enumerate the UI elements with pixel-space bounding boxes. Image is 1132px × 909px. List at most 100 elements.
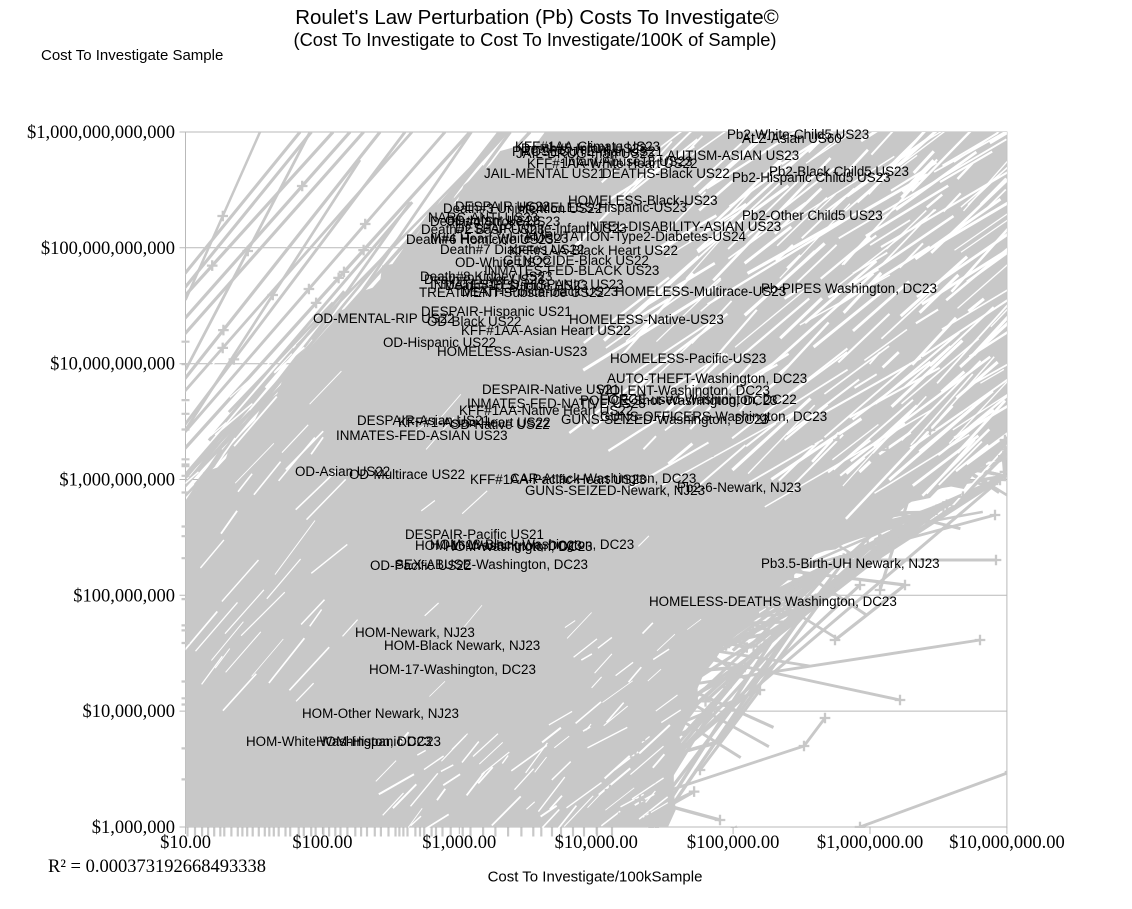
svg-text:DEATHS-Black US22: DEATHS-Black US22 [602, 166, 730, 181]
svg-text:HOM-18-Black-Washington, DC23: HOM-18-Black-Washington, DC23 [430, 537, 634, 552]
svg-text:INMATES-FED-BLACK US23: INMATES-FED-BLACK US23 [484, 263, 659, 278]
svg-text:ALZ-Asian US60: ALZ-Asian US60 [742, 131, 842, 146]
svg-text:HOMELESS-Hispanic-US23: HOMELESS-Hispanic-US23 [519, 200, 687, 215]
svg-text:HOMELESS-Pacific-US23: HOMELESS-Pacific-US23 [610, 351, 766, 366]
svg-text:KFF#1AA-Pacific-Heart US23: KFF#1AA-Pacific-Heart US23 [470, 472, 646, 487]
svg-text:Death#5-Infant US23: Death#5-Infant US23 [521, 141, 647, 156]
svg-text:Cost To Investigate Sample: Cost To Investigate Sample [41, 47, 223, 64]
svg-text:JAIL-MENTAL US21: JAIL-MENTAL US21 [484, 166, 605, 181]
svg-text:DESPAIR-Pacific US21: DESPAIR-Pacific US21 [405, 527, 544, 542]
svg-text:HOM-Hispanic DC23: HOM-Hispanic DC23 [316, 734, 441, 749]
svg-text:$1,000,000.00: $1,000,000.00 [817, 833, 923, 853]
svg-text:M#4 Heart-White US23: M#4 Heart-White US23 [430, 231, 568, 246]
svg-text:GUNS-SEIZED-Washington, DC23: GUNS-SEIZED-Washington, DC23 [561, 412, 769, 427]
svg-text:$10,000,000.00: $10,000,000.00 [949, 833, 1065, 853]
svg-text:R² = 0.000373192668493338: R² = 0.000373192668493338 [48, 857, 266, 877]
svg-text:HOM-16-Washington, DC23: HOM-16-Washington, DC23 [415, 538, 582, 553]
svg-text:DESPAIR-Hispanic US21: DESPAIR-Hispanic US21 [421, 304, 572, 319]
svg-text:JAIL-DRUG-man US23: JAIL-DRUG-man US23 [516, 146, 654, 161]
svg-text:$100,000.00: $100,000.00 [687, 833, 780, 853]
svg-text:FORCE-used-Washington, DC22: FORCE-used-Washington, DC22 [600, 392, 797, 407]
svg-text:Death#7 Diabetes US22: Death#7 Diabetes US22 [440, 242, 584, 257]
svg-text:KFF#1AA-Native Heart US22: KFF#1AA-Native Heart US22 [459, 403, 633, 418]
svg-text:HOM-Newark, NJ23: HOM-Newark, NJ23 [355, 625, 475, 640]
svg-text:Roulet's Law Perturbation (Pb): Roulet's Law Perturbation (Pb) Costs To … [295, 6, 779, 29]
svg-text:HOM-White Washington, DC23: HOM-White Washington, DC23 [246, 734, 432, 749]
svg-text:KFF#1AA-Asian Heart US22: KFF#1AA-Asian Heart US22 [461, 323, 631, 338]
svg-text:HOMELESS-Asian-US23: HOMELESS-Asian-US23 [437, 344, 587, 359]
svg-text:$100,000,000,000: $100,000,000,000 [41, 239, 175, 259]
svg-text:DESPAIR US22: DESPAIR US22 [455, 199, 550, 214]
svg-text:Pb2-Hispanic Child5 US23: Pb2-Hispanic Child5 US23 [732, 170, 891, 185]
svg-text:NARC-ANTI US23: NARC-ANTI US23 [428, 210, 538, 225]
svg-text:DESPAIR-White-Infant US23: DESPAIR-White-Infant US23 [455, 221, 627, 236]
svg-text:INMATES-FED-HISPANIC US23: INMATES-FED-HISPANIC US23 [430, 277, 624, 292]
svg-text:HOMELESS-Native-US23: HOMELESS-Native-US23 [569, 312, 724, 327]
svg-text:HOM-Other Newark, NJ23: HOM-Other Newark, NJ23 [302, 706, 459, 721]
svg-text:HOM-Washington, DC23: HOM-Washington, DC23 [445, 539, 593, 554]
svg-text:INMATES-FED-NATIVE US23: INMATES-FED-NATIVE US23 [467, 396, 646, 411]
svg-text:OD-Pacific US22: OD-Pacific US22 [370, 558, 471, 573]
svg-text:, AUTISM-ASIAN US23: , AUTISM-ASIAN US23 [660, 148, 799, 163]
svg-text:$1,000,000,000: $1,000,000,000 [59, 471, 175, 491]
svg-text:AMPUTATION-Type2-Diabetes-US24: AMPUTATION-Type2-Diabetes-US24 [524, 229, 747, 244]
svg-text:Death#4 Stroke US23: Death#4 Stroke US23 [430, 214, 560, 229]
svg-text:DEATH-Police-black US23: DEATH-Police-black US23 [460, 284, 618, 299]
svg-text:POLICE-Shot-Washington, DC23: POLICE-Shot-Washington, DC23 [580, 393, 777, 408]
svg-text:HOMELESS-Black-US23: HOMELESS-Black-US23 [568, 193, 718, 208]
svg-text:OD-Asian US22: OD-Asian US22 [295, 464, 390, 479]
svg-text:$10,000,000: $10,000,000 [83, 702, 176, 722]
svg-text:INTEL-DISABILITY-ASIAN US23: INTEL-DISABILITY-ASIAN US23 [586, 219, 781, 234]
svg-text:(Cost To Investigate to Cost T: (Cost To Investigate to Cost To Investig… [293, 29, 776, 50]
svg-text:$10,000.00: $10,000.00 [555, 833, 638, 853]
svg-text:HOMELESS-Multirace-US23: HOMELESS-Multirace-US23 [615, 284, 786, 299]
svg-text:Pb2-Black Child5 US23: Pb2-Black Child5 US23 [769, 164, 909, 179]
svg-text:Death#2 BasP US23: Death#2 BasP US23 [421, 222, 544, 237]
svg-text:OD-Black US22: OD-Black US22 [427, 314, 522, 329]
svg-text:Pb-PIPES Washington, DC23: Pb-PIPES Washington, DC23 [761, 281, 937, 296]
svg-text:KFF#1AA-Climate US23: KFF#1AA-Climate US23 [515, 139, 660, 154]
svg-text:GENOCIDE-Black US22: GENOCIDE-Black US22 [503, 253, 649, 268]
svg-text:$1,000,000,000,000: $1,000,000,000,000 [27, 123, 175, 143]
svg-text:HOMELESS-DEATHS Washington, DC: HOMELESS-DEATHS Washington, DC23 [649, 594, 897, 609]
svg-text:HOM-17-Washington, DC23: HOM-17-Washington, DC23 [369, 662, 536, 677]
svg-text:$100,000,000: $100,000,000 [73, 586, 175, 606]
svg-text:Cost To Investigate/100kSample: Cost To Investigate/100kSample [488, 869, 703, 886]
svg-text:-Infant-Abuse18 US23: -Infant-Abuse18 US23 [560, 154, 693, 169]
svg-text:CAR-Attack-Washington, DC23: CAR-Attack-Washington, DC23 [510, 471, 696, 486]
svg-text:$100.00: $100.00 [292, 833, 352, 853]
svg-text:PROSECUTE-man US21: PROSECUTE-man US21 [512, 144, 663, 159]
svg-text:GUNS-OFFICERS-Washington, DC23: GUNS-OFFICERS-Washington, DC23 [600, 409, 827, 424]
svg-text:$1,000,000: $1,000,000 [92, 818, 175, 838]
svg-text:SEX-ABUSE-Washington, DC23: SEX-ABUSE-Washington, DC23 [395, 557, 588, 572]
svg-text:$10.00: $10.00 [160, 833, 211, 853]
svg-text:OD-Hispanic US22: OD-Hispanic US22 [383, 335, 496, 350]
svg-text:$10,000,000,000: $10,000,000,000 [50, 355, 175, 375]
svg-text:Pb2-6-Newark, NJ23: Pb2-6-Newark, NJ23 [677, 480, 801, 495]
svg-text:OD-Infant US23: OD-Infant US23 [445, 213, 540, 228]
svg-text:Pb2-White-Child5 US23: Pb2-White-Child5 US23 [727, 127, 869, 142]
svg-text:DESPAIR-Native US21: DESPAIR-Native US21 [482, 382, 619, 397]
svg-text:KFF#1AA-Black Heart US22: KFF#1AA-Black Heart US22 [509, 243, 678, 258]
svg-text:$1,000.00: $1,000.00 [422, 833, 496, 853]
svg-text:OD-White US22: OD-White US22 [455, 255, 551, 270]
svg-text:AUTO-THEFT-Washington, DC23: AUTO-THEFT-Washington, DC23 [607, 371, 807, 386]
svg-text:HOM-Black Newark, NJ23: HOM-Black Newark, NJ23 [384, 638, 540, 653]
svg-text:OD-MENTAL-RIP US22: OD-MENTAL-RIP US22 [313, 311, 455, 326]
svg-text:Death#3 Unintention US22: Death#3 Unintention US22 [443, 201, 602, 216]
svg-text:DESPAIR-Asian US21: DESPAIR-Asian US21 [357, 413, 490, 428]
svg-text:Pb2-Other Child5 US23: Pb2-Other Child5 US23 [742, 208, 883, 223]
svg-text:VIOLENT-Washington, DC23: VIOLENT-Washington, DC23 [597, 383, 770, 398]
svg-text:KFF#1AA-White Heart US22: KFF#1AA-White Heart US22 [527, 156, 697, 171]
svg-text:OD-Native US22: OD-Native US22 [450, 417, 550, 432]
svg-text:KFF#1-Asian-Heart US22: KFF#1-Asian-Heart US22 [398, 415, 551, 430]
svg-text:Death#9 Liver US23: Death#9 Liver US23 [424, 272, 545, 287]
svg-text:TREATMENT-Substance US22: TREATMENT-Substance US22 [419, 285, 604, 300]
svg-text:GUNS-SEIZED-Newark, NJ23: GUNS-SEIZED-Newark, NJ23 [525, 483, 705, 498]
svg-text:INMATES-FED-ASIAN US23: INMATES-FED-ASIAN US23 [336, 428, 508, 443]
svg-text:OD-Multirace US22: OD-Multirace US22 [349, 467, 465, 482]
svg-text:Death#8 Kidney US23: Death#8 Kidney US23 [420, 269, 553, 284]
svg-text:Pb3.5-Birth-UH Newark, NJ23: Pb3.5-Birth-UH Newark, NJ23 [761, 556, 940, 571]
svg-text:Death#6 Homicide US23: Death#6 Homicide US23 [406, 232, 553, 247]
svg-text:Death#10 Suicide US23: Death#10 Suicide US23 [445, 278, 588, 293]
